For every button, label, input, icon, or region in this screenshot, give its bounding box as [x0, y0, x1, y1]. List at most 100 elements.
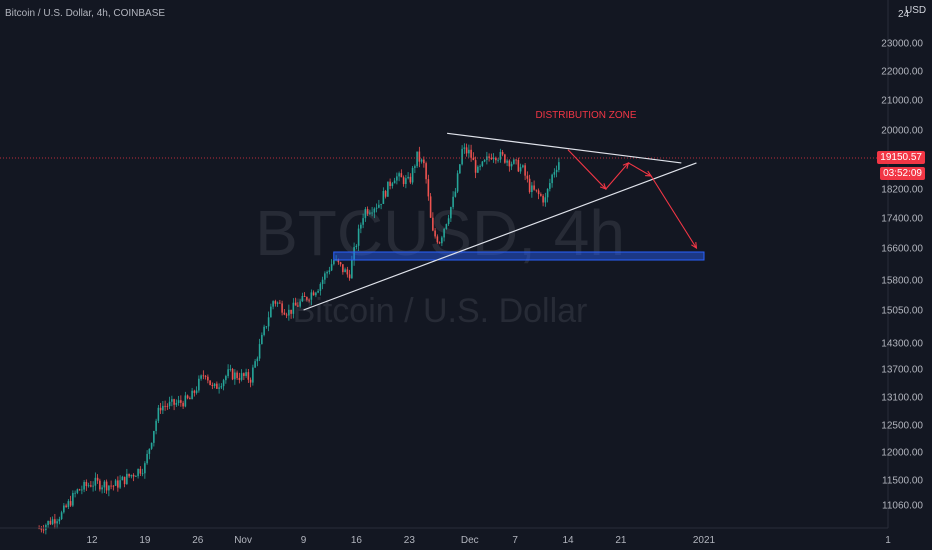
candle-body — [270, 306, 272, 318]
candle-body — [159, 407, 162, 411]
candle-body — [276, 302, 279, 304]
candle-body — [400, 173, 403, 178]
candle-body — [85, 481, 88, 487]
candle-body — [162, 405, 164, 411]
candle-body — [436, 236, 439, 243]
candle-body — [441, 237, 443, 244]
candle-body — [558, 162, 560, 170]
candle-body — [519, 167, 522, 172]
candle-body — [535, 189, 538, 191]
candle-body — [231, 369, 234, 380]
candle-body — [200, 375, 202, 379]
candle-body — [328, 270, 331, 272]
candle-body — [339, 262, 342, 265]
candle-body — [288, 309, 290, 316]
candle-body — [90, 485, 92, 487]
candle-body — [290, 309, 292, 314]
watermark-name: Bitcoin / U.S. Dollar — [293, 292, 588, 330]
candle-body — [150, 442, 153, 449]
y-tick-label: 20000.00 — [881, 126, 923, 137]
candle-body — [222, 380, 225, 387]
candle-body — [56, 521, 58, 524]
resistance-trendline[interactable] — [447, 132, 682, 164]
y-tick-label: 15800.00 — [881, 276, 923, 287]
candle-body — [447, 218, 450, 225]
currency-label[interactable]: USD — [905, 5, 927, 16]
candle-body — [254, 361, 256, 368]
support-trendline[interactable] — [303, 162, 697, 311]
candle-body — [234, 372, 236, 380]
candle-body — [49, 520, 52, 525]
candle-body — [155, 420, 157, 431]
x-tick-label: 2021 — [693, 535, 716, 546]
candle-body — [202, 375, 205, 377]
candle-body — [423, 159, 425, 164]
symbol-legend[interactable]: Bitcoin / U.S. Dollar, 4h, COINBASE — [5, 8, 166, 19]
candle-body — [510, 163, 513, 167]
candle-body — [191, 390, 193, 400]
candle-body — [301, 296, 304, 302]
candle-body — [481, 161, 484, 166]
candle-body — [405, 178, 407, 185]
drawings-group[interactable] — [0, 132, 888, 311]
price-axis[interactable]: 23000.00 22000.00 21000.00 20000.00 18200.00… — [881, 39, 923, 512]
candle-body — [58, 519, 61, 522]
candle-body — [216, 383, 218, 389]
candle-body — [490, 157, 493, 160]
candle-body — [333, 260, 335, 265]
candle-body — [378, 204, 380, 208]
candle-body — [119, 480, 121, 488]
candle-body — [69, 501, 72, 506]
candle-body — [384, 191, 387, 197]
candle-body — [47, 520, 49, 526]
candle-body — [544, 197, 547, 203]
candle-body — [389, 181, 391, 187]
candle-body — [189, 398, 191, 400]
candle-body — [144, 463, 146, 474]
candle-body — [346, 269, 349, 275]
candle-body — [414, 166, 416, 168]
projection-arrowhead — [691, 241, 698, 250]
candle-body — [303, 296, 306, 298]
candle-body — [74, 492, 76, 494]
candle-body — [81, 489, 83, 491]
y-tick-label: 11060.00 — [882, 501, 923, 512]
candle-body — [364, 209, 367, 219]
candle-body — [263, 326, 265, 335]
candle-body — [427, 179, 430, 197]
candle-body — [236, 372, 238, 379]
x-tick-label: 1 — [885, 535, 891, 546]
time-axis[interactable]: 12 19 26 Nov 9 16 23 Dec 7 14 21 2021 1 — [86, 535, 891, 546]
candle-body — [218, 387, 220, 389]
candle-body — [148, 448, 151, 454]
candle-body — [533, 185, 535, 190]
candle-body — [369, 212, 371, 214]
candle-body — [103, 481, 106, 488]
candle-body — [72, 493, 74, 506]
candle-body — [108, 485, 110, 491]
candle-body — [508, 160, 511, 167]
candle-body — [220, 386, 223, 388]
candle-body — [51, 519, 54, 525]
candle-body — [65, 505, 67, 508]
candle-body — [274, 301, 277, 304]
y-tick-label: 13100.00 — [881, 393, 923, 404]
candle-body — [139, 468, 142, 474]
demand-zone-rect[interactable] — [333, 251, 705, 261]
candle-body — [209, 380, 211, 386]
candle-body — [184, 395, 187, 407]
candle-body — [452, 196, 454, 208]
candle-body — [465, 147, 468, 154]
candle-body — [409, 176, 412, 183]
candle-body — [488, 156, 490, 158]
candle-body — [407, 176, 409, 179]
candle-body — [99, 480, 101, 490]
candle-body — [204, 375, 207, 377]
candle-body — [198, 378, 200, 391]
y-tick-label: 16600.00 — [881, 244, 923, 255]
candle-body — [240, 373, 243, 380]
x-tick-label: Dec — [461, 535, 479, 546]
x-tick-label: 9 — [301, 535, 307, 546]
candle-body — [366, 209, 369, 214]
